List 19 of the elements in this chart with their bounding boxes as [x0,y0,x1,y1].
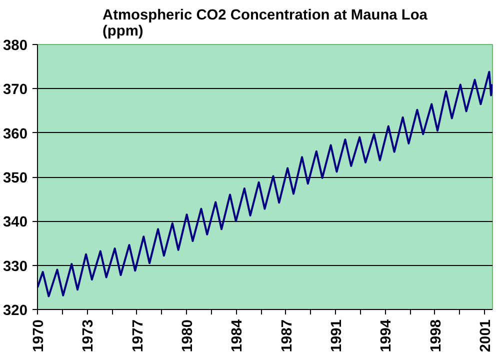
line-series [38,70,492,298]
y-tick-label: 340 [3,214,28,231]
x-tick-label: 2001 [478,319,494,352]
x-tick-label: 1977 [130,319,146,352]
x-tick-label: 1980 [180,319,196,352]
y-tick-label: 320 [3,303,28,319]
x-tick-label: 1991 [329,319,346,352]
y-tick-label: 360 [3,126,28,142]
y-tick-label: 380 [3,38,28,54]
x-tick-label: 1994 [378,318,395,352]
x-tick-label: 1973 [80,319,97,352]
chart-title: Atmospheric CO2 Concentration at Mauna Loa (ppm) [102,8,428,40]
y-tick-label: 370 [3,82,28,98]
x-tick-label: 1998 [428,319,444,352]
y-tick-label: 330 [3,258,28,275]
x-tick-label: 1970 [31,319,47,352]
x-tick-label: 1987 [279,319,296,352]
y-tick-label: 350 [3,170,28,186]
x-tick-label: 1984 [230,318,246,352]
